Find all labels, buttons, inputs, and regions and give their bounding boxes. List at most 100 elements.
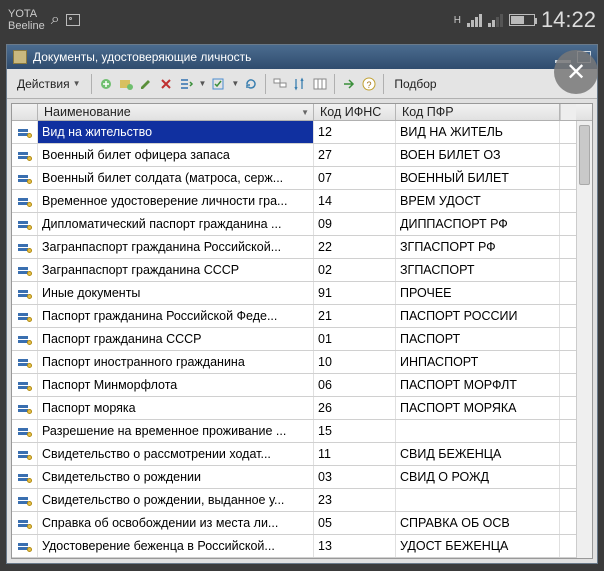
- add-folder-icon[interactable]: [118, 76, 134, 92]
- mark-icon[interactable]: [210, 76, 226, 92]
- list-item-icon: [18, 264, 32, 276]
- list-item-icon: [18, 402, 32, 414]
- cell-pfr: ПАСПОРТ МОРЯКА: [396, 397, 560, 419]
- row-icon-cell: [12, 443, 38, 465]
- chevron-down-icon: ▼: [199, 79, 207, 88]
- vertical-scrollbar[interactable]: [576, 121, 592, 558]
- actions-menu[interactable]: Действия ▼: [13, 75, 85, 93]
- row-icon-cell: [12, 420, 38, 442]
- actions-label: Действия: [17, 77, 70, 91]
- table-row[interactable]: Военный билет солдата (матроса, серж...0…: [12, 167, 576, 190]
- podbor-button[interactable]: Подбор: [390, 75, 440, 93]
- list-item-icon: [18, 195, 32, 207]
- row-icon-cell: [12, 305, 38, 327]
- cell-name: Иные документы: [38, 282, 314, 304]
- list-item-icon: [18, 126, 32, 138]
- cell-name: Загранпаспорт гражданина СССР: [38, 259, 314, 281]
- carrier-1: YOTA: [8, 8, 45, 20]
- table-row[interactable]: Загранпаспорт гражданина СССР02ЗГПАСПОРТ: [12, 259, 576, 282]
- cell-name: Паспорт иностранного гражданина: [38, 351, 314, 373]
- cell-name: Свидетельство о рассмотрении ходат...: [38, 443, 314, 465]
- header-pfr[interactable]: Код ПФР: [396, 104, 560, 120]
- cell-name: Разрешение на временное проживание ...: [38, 420, 314, 442]
- row-icon-cell: [12, 259, 38, 281]
- list-item-icon: [18, 471, 32, 483]
- cell-ifns: 23: [314, 489, 396, 511]
- table-row[interactable]: Свидетельство о рождении03СВИД О РОЖД: [12, 466, 576, 489]
- table-row[interactable]: Иные документы91ПРОЧЕЕ: [12, 282, 576, 305]
- cell-name: Удостоверение беженца в Российской...: [38, 535, 314, 557]
- image-icon: [66, 14, 80, 26]
- list-item-icon: [18, 425, 32, 437]
- table-row[interactable]: Дипломатический паспорт гражданина ...09…: [12, 213, 576, 236]
- filter-icon[interactable]: [272, 76, 288, 92]
- columns-icon[interactable]: [312, 76, 328, 92]
- row-icon-cell: [12, 535, 38, 557]
- row-icon-cell: [12, 282, 38, 304]
- header-name-label: Наименование: [44, 105, 131, 119]
- header-ifns[interactable]: Код ИФНС: [314, 104, 396, 120]
- row-icon-cell: [12, 397, 38, 419]
- table-row[interactable]: Паспорт гражданина СССР01ПАСПОРТ: [12, 328, 576, 351]
- row-icon-cell: [12, 213, 38, 235]
- header-name[interactable]: Наименование ▼: [38, 104, 314, 120]
- cell-pfr: ВОЕННЫЙ БИЛЕТ: [396, 167, 560, 189]
- cell-pfr: ВОЕН БИЛЕТ ОЗ: [396, 144, 560, 166]
- table-row[interactable]: Военный билет офицера запаса27ВОЕН БИЛЕТ…: [12, 144, 576, 167]
- chevron-down-icon: ▼: [301, 108, 309, 117]
- cell-pfr: ПАСПОРТ РОССИИ: [396, 305, 560, 327]
- overlay-close-button[interactable]: ✕: [554, 50, 598, 94]
- cell-ifns: 27: [314, 144, 396, 166]
- cell-ifns: 09: [314, 213, 396, 235]
- row-icon-cell: [12, 374, 38, 396]
- add-icon[interactable]: [98, 76, 114, 92]
- list-item-icon: [18, 517, 32, 529]
- cell-name: Временное удостоверение личности гра...: [38, 190, 314, 212]
- delete-icon[interactable]: [158, 76, 174, 92]
- sort-icon[interactable]: [292, 76, 308, 92]
- table-row[interactable]: Свидетельство о рождении, выданное у...2…: [12, 489, 576, 512]
- cell-pfr: СВИД БЕЖЕНЦА: [396, 443, 560, 465]
- table-row[interactable]: Паспорт моряка26ПАСПОРТ МОРЯКА: [12, 397, 576, 420]
- table-row[interactable]: Паспорт гражданина Российской Феде...21П…: [12, 305, 576, 328]
- cell-ifns: 10: [314, 351, 396, 373]
- table-row[interactable]: Временное удостоверение личности гра...1…: [12, 190, 576, 213]
- row-icon-cell: [12, 489, 38, 511]
- cell-ifns: 05: [314, 512, 396, 534]
- list-item-icon: [18, 356, 32, 368]
- cell-name: Свидетельство о рождении, выданное у...: [38, 489, 314, 511]
- cell-pfr: ПАСПОРТ МОРФЛТ: [396, 374, 560, 396]
- table-row[interactable]: Справка об освобождении из места ли...05…: [12, 512, 576, 535]
- table-row[interactable]: Паспорт Минморфлота06ПАСПОРТ МОРФЛТ: [12, 374, 576, 397]
- header-icon-col[interactable]: [12, 104, 38, 120]
- table-row[interactable]: Разрешение на временное проживание ...15: [12, 420, 576, 443]
- list-item-icon: [18, 310, 32, 322]
- move-icon[interactable]: [178, 76, 194, 92]
- table-row[interactable]: Удостоверение беженца в Российской...13У…: [12, 535, 576, 558]
- app-window: Документы, удостоверяющие личность Дейст…: [6, 44, 598, 564]
- refresh-icon[interactable]: [243, 76, 259, 92]
- cell-pfr: ВРЕМ УДОСТ: [396, 190, 560, 212]
- list-item-icon: [18, 494, 32, 506]
- edit-icon[interactable]: [138, 76, 154, 92]
- cell-ifns: 26: [314, 397, 396, 419]
- row-icon-cell: [12, 144, 38, 166]
- cell-name: Военный билет офицера запаса: [38, 144, 314, 166]
- table-row[interactable]: Вид на жительство12ВИД НА ЖИТЕЛЬ: [12, 121, 576, 144]
- table-row[interactable]: Паспорт иностранного гражданина10ИНПАСПО…: [12, 351, 576, 374]
- window-title: Документы, удостоверяющие личность: [33, 50, 555, 64]
- cell-ifns: 21: [314, 305, 396, 327]
- help-icon[interactable]: ?: [361, 76, 377, 92]
- cell-ifns: 12: [314, 121, 396, 143]
- cell-pfr: ИНПАСПОРТ: [396, 351, 560, 373]
- row-icon-cell: [12, 466, 38, 488]
- cell-name: Свидетельство о рождении: [38, 466, 314, 488]
- signal-2-icon: [488, 14, 503, 27]
- cell-name: Паспорт Минморфлота: [38, 374, 314, 396]
- cell-pfr: [396, 420, 560, 442]
- chevron-down-icon: ▼: [231, 79, 239, 88]
- table-row[interactable]: Свидетельство о рассмотрении ходат...11С…: [12, 443, 576, 466]
- table-row[interactable]: Загранпаспорт гражданина Российской...22…: [12, 236, 576, 259]
- go-icon[interactable]: [341, 76, 357, 92]
- cell-pfr: ЗГПАСПОРТ РФ: [396, 236, 560, 258]
